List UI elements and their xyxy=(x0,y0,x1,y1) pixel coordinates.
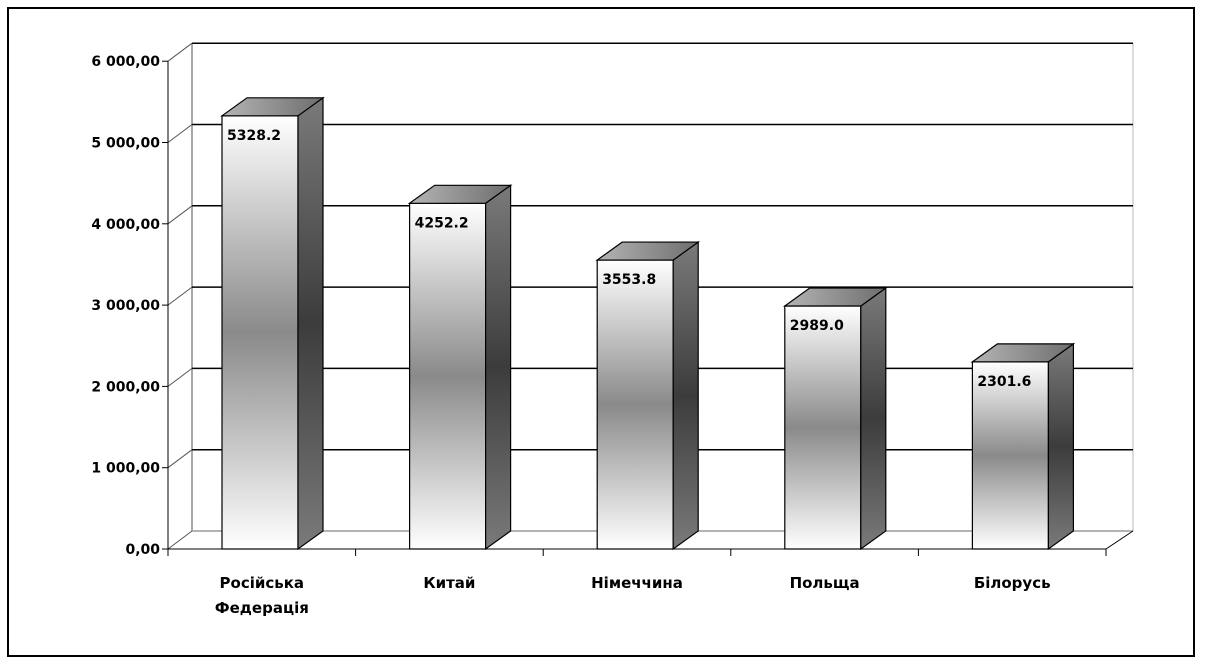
grid-diagonal xyxy=(167,367,193,387)
grid-diagonal xyxy=(167,42,193,62)
y-tick-label: 3 000,00 xyxy=(91,298,160,314)
data-label: 3553.8 xyxy=(602,272,656,288)
bar-front xyxy=(784,305,862,550)
bar-top xyxy=(595,241,701,261)
axes: 0,00 1 000,00 2 000,00 3 000,00 4 000,00 5 00… xyxy=(91,54,1134,558)
bar-top xyxy=(782,287,888,307)
bar-5 xyxy=(970,342,1076,551)
bars xyxy=(220,96,1076,551)
y-tick-label: 4 000,00 xyxy=(91,217,160,233)
grid-diagonal xyxy=(167,530,193,550)
bar-side xyxy=(860,286,887,551)
x-tick-label: Польща xyxy=(790,574,860,592)
x-tick-label: Білорусь xyxy=(974,574,1051,592)
bar-top xyxy=(220,97,325,117)
grid-diagonal xyxy=(167,205,193,225)
labels: 5328.2 Російська Федерація 4252.2 Китай 3553.… xyxy=(215,128,1051,617)
grid-diagonal xyxy=(167,286,193,306)
grid-diagonal xyxy=(167,449,193,469)
x-tick-label: Федерація xyxy=(215,599,309,617)
bar-front xyxy=(971,361,1050,550)
bar-side xyxy=(297,96,324,551)
y-tick-label: 6 000,00 xyxy=(91,54,160,70)
bar-top xyxy=(407,184,513,204)
y-tick-label: 1 000,00 xyxy=(91,461,160,477)
bar-side xyxy=(485,184,512,551)
data-label: 2301.6 xyxy=(977,374,1031,390)
floor-right-edge xyxy=(1105,530,1134,550)
x-tick-label: Російська xyxy=(220,574,305,592)
y-tick-label: 2 000,00 xyxy=(91,379,160,395)
bar-top xyxy=(970,343,1076,363)
bar-2 xyxy=(407,184,513,551)
bar-side xyxy=(1047,342,1075,551)
bar-side xyxy=(672,240,699,551)
bar-front xyxy=(221,115,299,550)
data-label: 4252.2 xyxy=(415,215,469,231)
x-tick-label: Німеччина xyxy=(591,574,683,592)
y-tick-label: 0,00 xyxy=(125,542,160,558)
bar-1 xyxy=(220,96,325,551)
bar-4 xyxy=(782,286,888,551)
bar-front xyxy=(409,202,487,550)
bar-front xyxy=(596,259,674,550)
bar-3 xyxy=(595,240,701,551)
y-tick-label: 5 000,00 xyxy=(91,136,160,152)
data-label: 5328.2 xyxy=(227,128,281,144)
x-tick-label: Китай xyxy=(423,574,475,592)
grid-diagonal xyxy=(167,124,193,143)
data-label: 2989.0 xyxy=(790,318,844,334)
